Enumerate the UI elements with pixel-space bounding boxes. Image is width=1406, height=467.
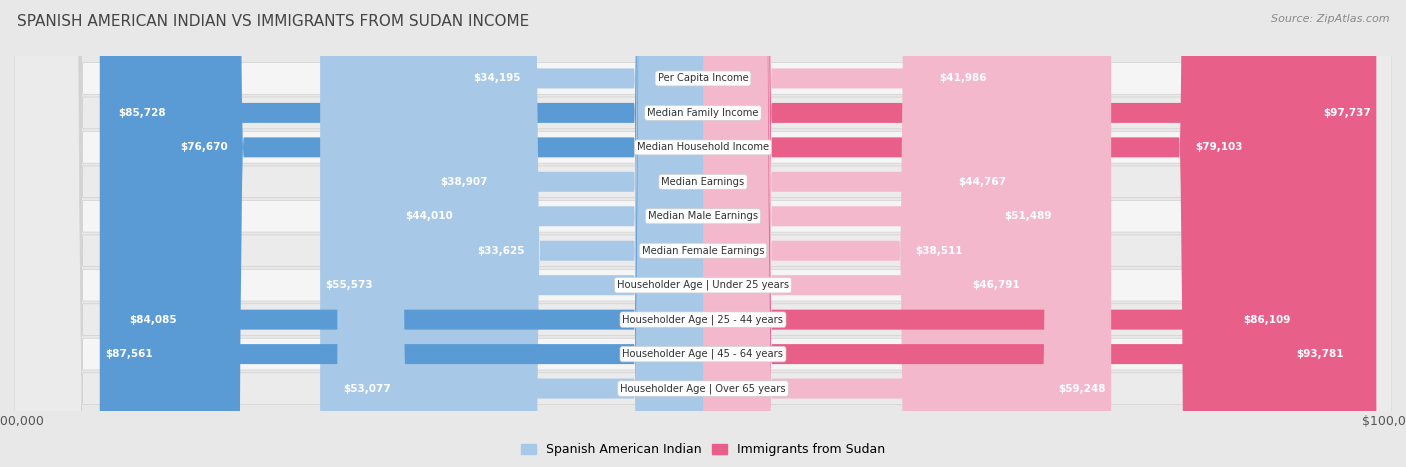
FancyBboxPatch shape xyxy=(14,0,1392,467)
Text: $79,103: $79,103 xyxy=(1195,142,1243,152)
Text: Median Earnings: Median Earnings xyxy=(661,177,745,187)
FancyBboxPatch shape xyxy=(703,0,1249,467)
Text: $53,077: $53,077 xyxy=(343,383,391,394)
Text: Median Family Income: Median Family Income xyxy=(647,108,759,118)
Text: $44,767: $44,767 xyxy=(957,177,1005,187)
Text: $33,625: $33,625 xyxy=(477,246,524,256)
Text: SPANISH AMERICAN INDIAN VS IMMIGRANTS FROM SUDAN INCOME: SPANISH AMERICAN INDIAN VS IMMIGRANTS FR… xyxy=(17,14,529,29)
FancyBboxPatch shape xyxy=(14,0,1392,467)
Text: Householder Age | 45 - 64 years: Householder Age | 45 - 64 years xyxy=(623,349,783,359)
Text: Median Male Earnings: Median Male Earnings xyxy=(648,211,758,221)
FancyBboxPatch shape xyxy=(124,0,703,467)
Text: Householder Age | Under 25 years: Householder Age | Under 25 years xyxy=(617,280,789,290)
Text: Householder Age | 25 - 44 years: Householder Age | 25 - 44 years xyxy=(623,314,783,325)
Text: $51,489: $51,489 xyxy=(1005,211,1052,221)
FancyBboxPatch shape xyxy=(703,0,1011,467)
Text: $44,010: $44,010 xyxy=(405,211,453,221)
Text: Source: ZipAtlas.com: Source: ZipAtlas.com xyxy=(1271,14,1389,24)
FancyBboxPatch shape xyxy=(703,0,1057,467)
FancyBboxPatch shape xyxy=(14,0,1392,467)
Text: $55,573: $55,573 xyxy=(326,280,373,290)
Text: $34,195: $34,195 xyxy=(472,73,520,84)
FancyBboxPatch shape xyxy=(703,0,1376,467)
FancyBboxPatch shape xyxy=(703,0,969,467)
FancyBboxPatch shape xyxy=(14,0,1392,467)
Text: $76,670: $76,670 xyxy=(180,142,228,152)
FancyBboxPatch shape xyxy=(703,0,1111,467)
FancyBboxPatch shape xyxy=(703,0,993,467)
Text: $93,781: $93,781 xyxy=(1296,349,1344,359)
Text: $84,085: $84,085 xyxy=(129,315,177,325)
FancyBboxPatch shape xyxy=(703,0,1350,467)
Text: $97,737: $97,737 xyxy=(1323,108,1371,118)
Text: Householder Age | Over 65 years: Householder Age | Over 65 years xyxy=(620,383,786,394)
Text: $38,511: $38,511 xyxy=(915,246,963,256)
FancyBboxPatch shape xyxy=(434,0,703,467)
FancyBboxPatch shape xyxy=(14,0,1392,467)
Text: $59,248: $59,248 xyxy=(1059,383,1105,394)
FancyBboxPatch shape xyxy=(471,0,703,467)
FancyBboxPatch shape xyxy=(703,0,1296,467)
Text: Median Female Earnings: Median Female Earnings xyxy=(641,246,765,256)
FancyBboxPatch shape xyxy=(14,0,1392,467)
FancyBboxPatch shape xyxy=(467,0,703,467)
FancyBboxPatch shape xyxy=(337,0,703,467)
FancyBboxPatch shape xyxy=(14,0,1392,467)
FancyBboxPatch shape xyxy=(14,0,1392,467)
FancyBboxPatch shape xyxy=(321,0,703,467)
Text: $46,791: $46,791 xyxy=(972,280,1019,290)
FancyBboxPatch shape xyxy=(399,0,703,467)
Text: Median Household Income: Median Household Income xyxy=(637,142,769,152)
Text: $86,109: $86,109 xyxy=(1243,315,1291,325)
Legend: Spanish American Indian, Immigrants from Sudan: Spanish American Indian, Immigrants from… xyxy=(516,439,890,461)
Text: $85,728: $85,728 xyxy=(118,108,166,118)
Text: $38,907: $38,907 xyxy=(440,177,488,187)
FancyBboxPatch shape xyxy=(14,0,1392,467)
Text: $87,561: $87,561 xyxy=(105,349,153,359)
FancyBboxPatch shape xyxy=(174,0,703,467)
FancyBboxPatch shape xyxy=(703,0,1025,467)
FancyBboxPatch shape xyxy=(112,0,703,467)
Text: $41,986: $41,986 xyxy=(939,73,987,84)
FancyBboxPatch shape xyxy=(14,0,1392,467)
FancyBboxPatch shape xyxy=(100,0,703,467)
Text: Per Capita Income: Per Capita Income xyxy=(658,73,748,84)
